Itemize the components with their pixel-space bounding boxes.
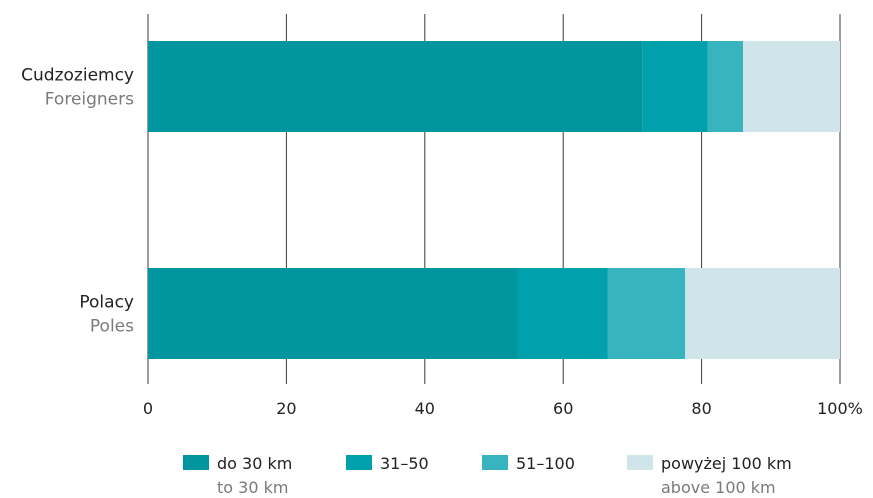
legend-label-2: 51–100 [516,454,575,473]
bar-segment-0-3 [743,41,840,132]
legend-label-1: 31–50 [380,454,429,473]
bar-segment-1-1 [517,268,608,359]
legend-sublabel-0: to 30 km [217,478,288,497]
legend-swatch-2 [482,455,508,470]
bar-segment-0-1 [642,41,708,132]
category-label-0: Cudzoziemcy [21,66,134,86]
category-labels: Cudzoziemcy Foreigners Polacy Poles [21,66,134,337]
x-tick-label-0: 0 [143,399,153,418]
category-sublabel-1: Poles [90,317,134,337]
bar-segment-0-2 [707,41,744,132]
legend-swatch-1 [346,455,372,470]
legend-sublabel-3: above 100 km [661,478,776,497]
x-tick-label-4: 80 [691,399,711,418]
bar-segment-1-0 [148,268,518,359]
legend-label-0: do 30 km [217,454,292,473]
bar-segment-1-3 [684,268,840,359]
x-tick-label-5: 100% [817,399,863,418]
x-tick-label-1: 20 [276,399,296,418]
x-tick-label-3: 60 [553,399,573,418]
category-sublabel-0: Foreigners [45,90,134,110]
x-tick-label-2: 40 [415,399,435,418]
legend: do 30 km to 30 km 31–50 51–100 powyżej 100 k… [183,454,792,497]
bar-segment-0-0 [148,41,643,132]
legend-label-3: powyżej 100 km [661,454,792,473]
legend-swatch-0 [183,455,209,470]
category-label-1: Polacy [79,293,134,313]
legend-swatch-3 [627,455,653,470]
bar-segment-1-2 [607,268,685,359]
x-axis-tick-labels: 0 20 40 60 80 100% [143,399,863,418]
bar-layer [148,41,840,359]
